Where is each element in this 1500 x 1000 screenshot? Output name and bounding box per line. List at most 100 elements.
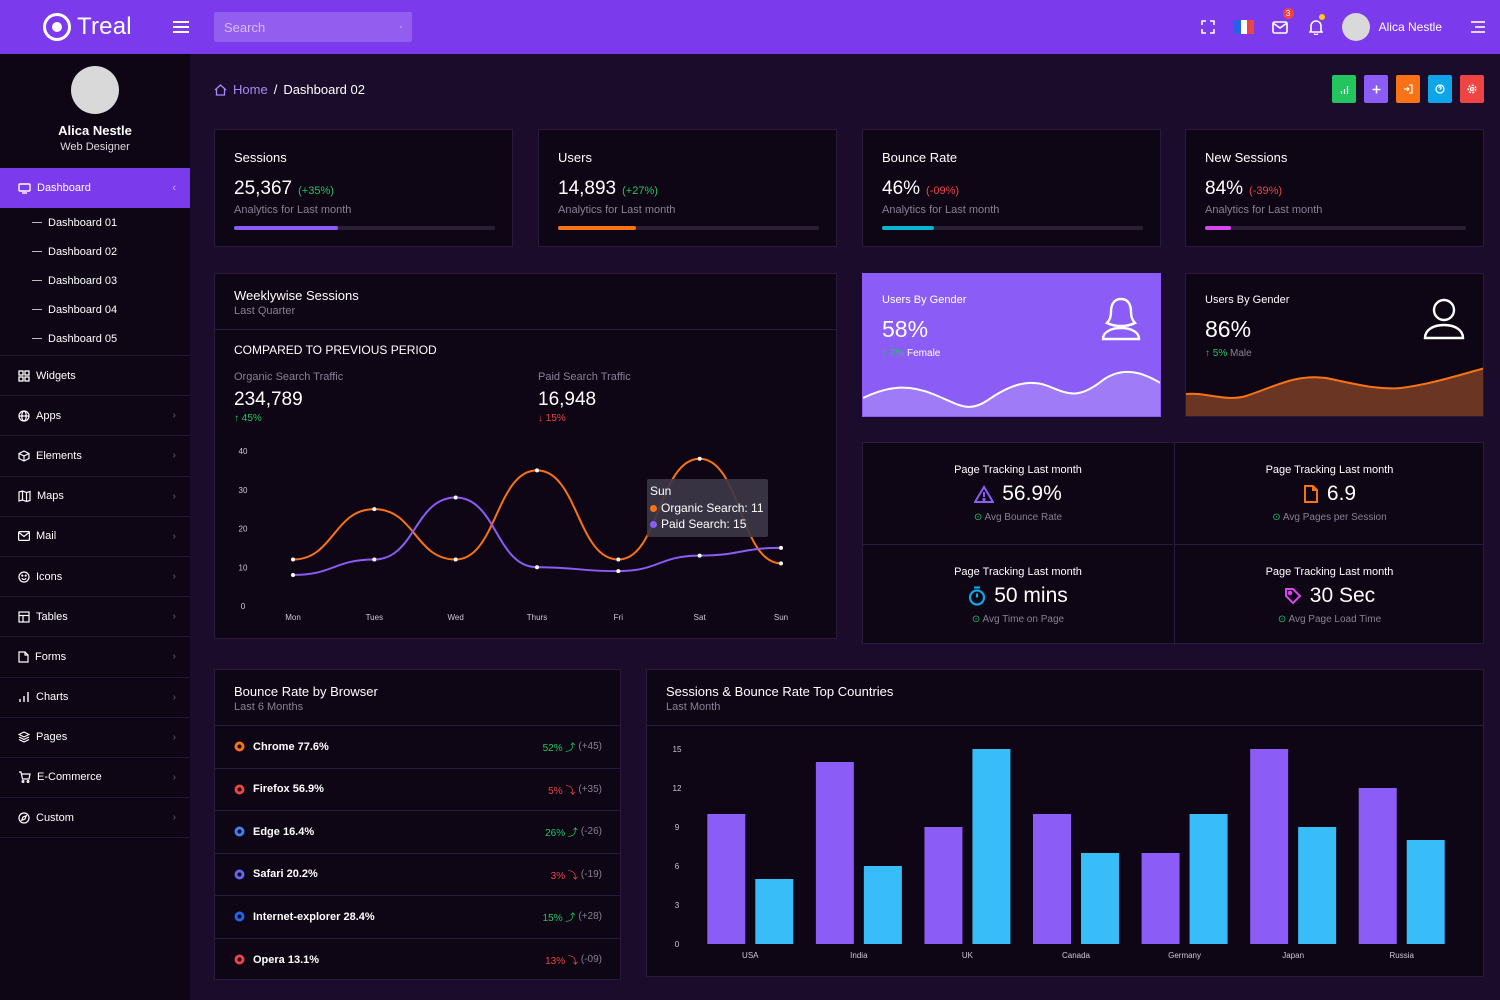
tracking-title: Page Tracking Last month — [954, 464, 1082, 476]
y-tick-label: 20 — [239, 525, 248, 534]
sidebar-item-label: Widgets — [36, 369, 76, 382]
bar[interactable] — [1081, 853, 1119, 944]
x-tick-label: Germany — [1168, 951, 1201, 960]
browser-pct: 52% ⤴ — [542, 743, 576, 754]
data-point[interactable] — [291, 557, 295, 562]
bar[interactable] — [863, 866, 902, 944]
chevron-right-icon: › — [172, 490, 176, 502]
y-tick-label: 3 — [675, 901, 680, 910]
avatar[interactable] — [71, 66, 119, 114]
sidebar-item-pages[interactable]: Pages › — [0, 718, 190, 758]
gender-value: 58% — [882, 316, 929, 342]
data-point[interactable] — [453, 495, 458, 500]
sidebar-item-apps[interactable]: Apps › — [0, 396, 190, 437]
bar[interactable] — [1406, 840, 1445, 944]
chart-button[interactable] — [1332, 75, 1356, 103]
data-point[interactable] — [697, 553, 702, 558]
stat-desc: Analytics for Last month — [234, 204, 352, 216]
data-point[interactable] — [291, 573, 295, 577]
countries-bar-chart[interactable]: 0 3 6 9 12 15 USA India UK Canada Germany Japan Russ… — [657, 732, 1467, 972]
sidebar-item-elements[interactable]: Elements › — [0, 436, 190, 477]
bar[interactable] — [1358, 788, 1397, 944]
bar[interactable] — [755, 879, 794, 944]
data-point[interactable] — [779, 545, 783, 550]
browser-row: Opera 13.1% 13% ⤵ (-09) — [215, 938, 621, 980]
y-tick-label: 9 — [675, 823, 680, 832]
data-point[interactable] — [616, 569, 621, 574]
add-button[interactable] — [1364, 75, 1388, 103]
brand[interactable]: Treal — [43, 13, 168, 41]
search-icon[interactable] — [400, 21, 402, 33]
menu-toggle-icon[interactable] — [173, 21, 189, 33]
stat-value-row: 46% (-09%) — [882, 178, 959, 200]
top-bar: Treal 3 Alica Nestle — [0, 0, 1500, 54]
browser-change: (+28) — [578, 911, 602, 923]
bar[interactable] — [1250, 749, 1289, 944]
settings-button[interactable] — [1460, 75, 1484, 103]
sidebar-item-forms[interactable]: Forms › — [0, 637, 190, 678]
stat-title: Sessions — [234, 150, 287, 165]
sidebar-item-maps[interactable]: Maps › — [0, 477, 190, 517]
bounce-browser-card: Bounce Rate by Browser Last 6 Months Chr… — [214, 669, 621, 980]
data-point[interactable] — [535, 565, 539, 570]
tracking-value-row: 56.9% — [863, 482, 1173, 506]
sidebar-subitem-dashboard-04[interactable]: Dashboard 04 — [0, 295, 190, 324]
bar[interactable] — [1298, 827, 1337, 944]
bar[interactable] — [1189, 814, 1228, 944]
data-point[interactable] — [372, 557, 377, 562]
fullscreen-icon[interactable] — [1190, 12, 1226, 42]
subitem-label: Dashboard 05 — [48, 332, 118, 345]
notification-bell-icon[interactable] — [1298, 12, 1334, 42]
login-button[interactable] — [1396, 75, 1420, 103]
sidebar-subitem-dashboard-05[interactable]: Dashboard 05 — [0, 324, 190, 353]
stat-value: 14,893 — [558, 178, 617, 199]
right-sidebar-toggle-icon[interactable] — [1460, 12, 1496, 42]
bar[interactable] — [707, 814, 746, 944]
breadcrumb-home[interactable]: Home — [233, 82, 268, 97]
x-tick-label: Mon — [285, 613, 301, 622]
data-point[interactable] — [697, 456, 702, 461]
sidebar-subitem-dashboard-03[interactable]: Dashboard 03 — [0, 266, 190, 295]
help-button[interactable] — [1428, 75, 1452, 103]
globe-icon — [18, 410, 30, 422]
browser-pct: 26% ⤴ — [545, 828, 578, 840]
bar[interactable] — [1141, 853, 1180, 944]
stat-value-row: 14,893 (+27%) — [558, 178, 658, 200]
bar[interactable] — [815, 762, 854, 944]
chevron-left-icon: ‹ — [172, 182, 176, 194]
search-input[interactable] — [224, 19, 400, 35]
sidebar-item-custom[interactable]: Custom › — [0, 798, 190, 839]
sidebar-item-ecommerce[interactable]: E-Commerce › — [0, 758, 190, 799]
bar[interactable] — [972, 749, 1011, 944]
gender-card-male: Users By Gender 86% ↑ 5% Male — [1185, 273, 1484, 417]
sidebar-subitem-dashboard-01[interactable]: Dashboard 01 — [0, 208, 190, 237]
data-point[interactable] — [616, 557, 621, 562]
stat-progress — [234, 226, 495, 230]
weekly-line-chart[interactable]: 0 10 20 30 40 Mon Tues Wed Thurs Fri Sat Sun — [225, 434, 825, 634]
sidebar-item-dashboard[interactable]: Dashboard ‹ — [0, 168, 190, 208]
weekly-sessions-card: Weeklywise Sessions Last Quarter COMPARE… — [214, 273, 837, 639]
data-point[interactable] — [453, 557, 458, 562]
tracking-sub: Avg Pages per Session — [1282, 512, 1387, 523]
data-point[interactable] — [779, 561, 783, 566]
sidebar-item-charts[interactable]: Charts › — [0, 678, 190, 718]
notification-dot — [1318, 14, 1325, 20]
sidebar-item-icons[interactable]: Icons › — [0, 557, 190, 598]
sidebar-subitem-dashboard-02[interactable]: Dashboard 02 — [0, 237, 190, 266]
browser-row: Chrome 77.6% 52% ⤴ (+45) — [215, 725, 621, 767]
sidebar: Alica Nestle Web Designer Dashboard ‹ Da… — [0, 54, 190, 1000]
data-point[interactable] — [372, 507, 377, 512]
home-icon[interactable] — [214, 83, 227, 96]
bar[interactable] — [1033, 814, 1071, 944]
tracking-title: Page Tracking Last month — [1265, 566, 1394, 578]
sidebar-item-tables[interactable]: Tables › — [0, 597, 190, 638]
user-menu[interactable]: Alica Nestle — [1341, 13, 1460, 41]
bar[interactable] — [924, 827, 963, 944]
mail-icon[interactable]: 3 — [1262, 8, 1298, 42]
language-flag-icon[interactable] — [1226, 12, 1262, 42]
data-point[interactable] — [535, 468, 539, 473]
card-title: Sessions & Bounce Rate Top Countries — [666, 684, 894, 699]
plus-icon — [1372, 85, 1380, 93]
sidebar-item-widgets[interactable]: Widgets — [0, 356, 190, 397]
sidebar-item-mail[interactable]: Mail › — [0, 517, 190, 557]
